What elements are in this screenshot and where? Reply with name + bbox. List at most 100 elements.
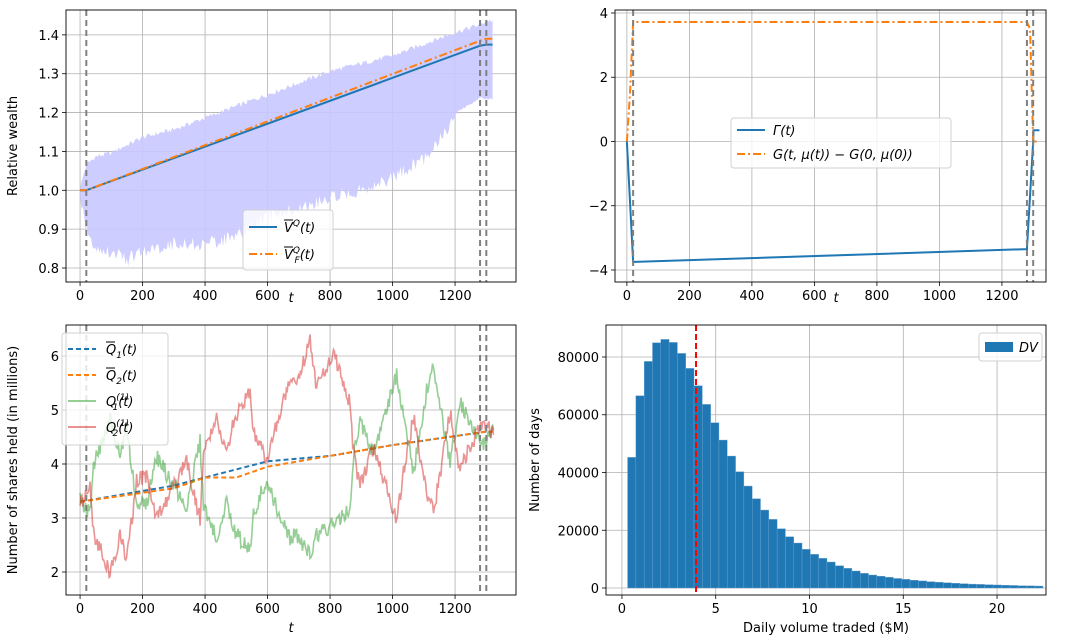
histogram-bar (660, 339, 670, 589)
plot-area (627, 325, 1044, 595)
histogram-bar (826, 561, 836, 589)
y-tick-label: 1.3 (38, 68, 59, 83)
legend-handle-dv (985, 342, 1013, 352)
histogram-bar (1009, 585, 1019, 589)
y-tick-label: 2 (600, 71, 608, 86)
legend-label-sub: 1 (112, 403, 118, 413)
legend-label-sup: (1) (116, 419, 129, 429)
xlabel-1: t (288, 291, 294, 306)
legend-label: Q1(t) (106, 343, 137, 361)
histogram-bar (876, 575, 886, 589)
y-tick-label: 40000 (558, 467, 599, 482)
series-line-q1-bar (79, 430, 493, 503)
x-tick-label: 400 (193, 602, 218, 617)
y-tick-label: 6 (51, 350, 59, 365)
xlabel-4: Daily volume traded ($M) (743, 621, 909, 636)
y-tick-label: −2 (589, 200, 608, 215)
y-tick-label: 2 (51, 566, 59, 581)
histogram-bar (727, 455, 736, 589)
x-tick-label: 400 (193, 289, 218, 304)
histogram-bar (793, 542, 803, 589)
x-tick-label: 600 (255, 289, 280, 304)
legend-label-sub: 2 (112, 429, 118, 439)
histogram-bar (884, 577, 894, 589)
subplot-gamma: 0 200 400 600 800 1000 1200 −4 −2 0 2 4 Γ(t) G(t, μ(t… (589, 7, 1047, 304)
x-tick-label: 1000 (376, 602, 409, 617)
subplot-relative-wealth: 0 200 400 600 800 1000 1200 0.8 0.9 1.0 1.1 1.2 1.3 1… (38, 9, 517, 304)
y-tick-label: 20000 (558, 524, 599, 539)
histogram-bar (751, 498, 761, 589)
wealth-band (80, 19, 493, 266)
legend-label-sup: (1) (116, 393, 129, 403)
x-tick-label: 200 (130, 602, 155, 617)
histogram-bar (735, 471, 745, 589)
legend-label: VQ F(t) (284, 246, 315, 266)
ylabel-1: Relative wealth (6, 96, 21, 196)
y-tick-label: 3 (51, 512, 59, 527)
histogram-bar (851, 570, 861, 589)
legend-label: Γ(t) (773, 124, 795, 139)
histogram-bar (835, 565, 844, 589)
x-tick-label: 1200 (439, 602, 472, 617)
y-tick-label: 4 (600, 7, 608, 22)
series-line-gamma (625, 129, 1040, 263)
y-tick-label: 4 (51, 458, 59, 473)
legend-label: Q(1) 1(t) (106, 393, 133, 413)
x-tick-label: 1000 (923, 289, 956, 304)
y-tick-label: 0 (600, 135, 608, 150)
y-tick-label: 5 (51, 404, 59, 419)
histogram-bar (893, 578, 902, 589)
histogram-bar (685, 368, 695, 589)
legend-label: VQ(t) (284, 219, 315, 236)
y-tick-label: −4 (589, 264, 608, 279)
histogram-bar (810, 554, 819, 589)
histogram-bar (868, 574, 878, 589)
series-line-q2-bar (79, 430, 493, 503)
y-tick-label: 1.2 (38, 107, 59, 122)
histogram-bar (909, 580, 919, 589)
y-tick-label: 0.8 (38, 262, 59, 277)
x-tick-label: 20 (989, 602, 1006, 617)
histogram-bar (943, 582, 952, 589)
legend-label-arg: (t) (122, 369, 137, 384)
subplot-volume-histogram: 0 5 10 15 20 0 20000 40000 60000 80000 DV (558, 324, 1047, 617)
histogram-bar (1034, 585, 1044, 589)
legend-label-sub: F (295, 256, 301, 266)
histogram-bar (934, 582, 944, 589)
x-tick-label: 800 (318, 289, 343, 304)
histogram-bar (627, 457, 637, 589)
legend-label-base: Q (106, 369, 116, 384)
y-tick-label: 1.4 (38, 29, 59, 44)
y-tick-label: 1.1 (38, 145, 59, 160)
legend-label-sub: 1 (116, 351, 122, 361)
legend-label: DV (1019, 341, 1039, 356)
histogram-bar (976, 584, 986, 589)
legend-label-arg: (t) (300, 221, 315, 236)
x-tick-label: 400 (739, 289, 764, 304)
legend-box (61, 332, 169, 446)
axes-frame (65, 324, 517, 596)
plot-area (79, 325, 495, 595)
y-tick-label: 0 (591, 582, 599, 597)
histogram-bar (718, 439, 728, 589)
legend-label-base: Q (106, 421, 116, 436)
legend-box (730, 117, 952, 169)
histogram-bar (768, 519, 778, 589)
histogram-bar (743, 485, 753, 589)
histogram-bar (801, 549, 811, 589)
histogram-bar (818, 558, 828, 589)
legend-label-arg: (t) (300, 248, 315, 263)
x-tick-label: 1200 (439, 289, 472, 304)
histogram-bar (860, 573, 869, 589)
plot-area (80, 10, 493, 282)
x-tick-label: 10 (801, 602, 818, 617)
histogram-bar (918, 580, 927, 589)
x-tick-label: 0 (623, 289, 631, 304)
histogram-bar (760, 509, 770, 589)
xlabel-2: t (833, 291, 839, 306)
y-tick-label: 80000 (558, 351, 599, 366)
histogram-bar (668, 342, 678, 589)
x-tick-label: 1200 (985, 289, 1018, 304)
